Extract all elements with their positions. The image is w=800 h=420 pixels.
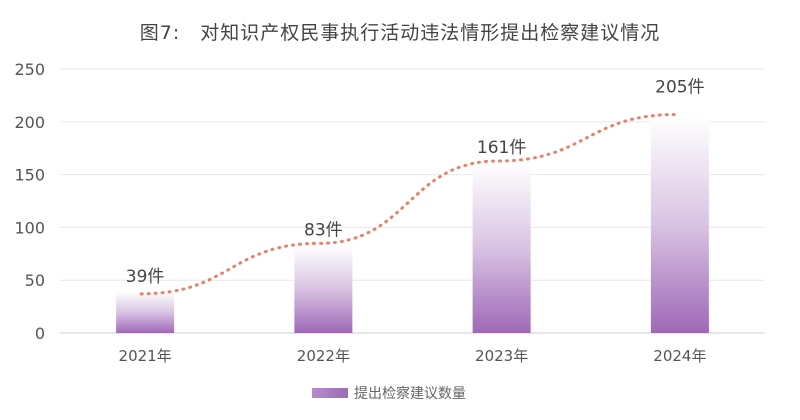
y-tick-label: 250 bbox=[14, 60, 45, 79]
x-tick-label: 2022年 bbox=[297, 347, 350, 365]
chart-title: 图7: 对知识产权民事执行活动违法情形提出检察建议情况 bbox=[139, 22, 661, 44]
bar bbox=[116, 291, 175, 333]
bar bbox=[650, 116, 709, 334]
data-label: 161件 bbox=[477, 138, 526, 158]
data-label: 39件 bbox=[126, 267, 165, 287]
legend: 提出检察建议数量 bbox=[312, 383, 466, 403]
y-tick-label: 100 bbox=[14, 218, 45, 237]
x-tick-label: 2023年 bbox=[475, 347, 528, 365]
x-tick-label: 2021年 bbox=[119, 347, 172, 365]
y-tick-label: 200 bbox=[14, 113, 45, 132]
data-label: 83件 bbox=[304, 220, 343, 240]
bar bbox=[294, 245, 353, 333]
y-tick-label: 150 bbox=[14, 166, 45, 185]
y-tick-label: 50 bbox=[25, 271, 45, 290]
bar bbox=[472, 162, 531, 333]
legend-swatch bbox=[312, 388, 348, 398]
legend-label: 提出检察建议数量 bbox=[354, 386, 466, 402]
data-label: 205件 bbox=[655, 78, 704, 98]
x-tick-label: 2024年 bbox=[653, 347, 706, 365]
trend-line bbox=[139, 113, 678, 296]
y-tick-label: 0 bbox=[35, 324, 45, 343]
